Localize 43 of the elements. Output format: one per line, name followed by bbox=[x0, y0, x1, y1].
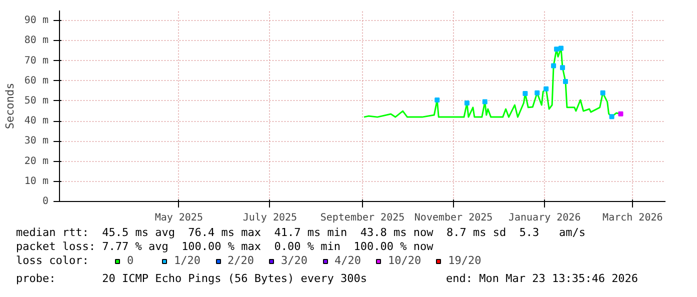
point bbox=[560, 65, 566, 70]
text: probe: 20 ICMP Echo Pings (56 Bytes) every 300s bbox=[16, 272, 367, 285]
point bbox=[522, 91, 528, 96]
legend-label: 2/20 bbox=[228, 254, 254, 267]
point bbox=[544, 86, 549, 92]
x-tick-label: November 2025 bbox=[414, 212, 493, 224]
legend-label: 3/20 bbox=[281, 254, 308, 267]
point bbox=[551, 63, 556, 68]
point bbox=[609, 114, 614, 120]
x-tick-label: January 2026 bbox=[508, 212, 581, 224]
y-tick-label: 0 bbox=[42, 196, 49, 207]
point bbox=[554, 46, 560, 52]
point bbox=[562, 78, 568, 84]
point bbox=[464, 100, 470, 106]
legend-label: 10/20 bbox=[388, 254, 422, 267]
y-axis-title: Seconds bbox=[3, 82, 16, 130]
legend-label: 4/20 bbox=[334, 254, 361, 267]
x-tick-label: September 2025 bbox=[320, 212, 405, 224]
y-tick-label: 80 m bbox=[24, 35, 49, 46]
point bbox=[618, 111, 624, 116]
y-tick-label: 20 m bbox=[24, 156, 49, 167]
text: median rtt: 45.5 ms avg 76.4 ms max 41.7 ms min 43.8 ms now 8.7 ms sd 5.3 am/s bbox=[16, 226, 586, 239]
legend-label: 1/20 bbox=[174, 254, 200, 267]
legend-label: 0 bbox=[127, 254, 135, 267]
point bbox=[600, 90, 606, 96]
point bbox=[434, 97, 440, 102]
y-tick-label: 30 m bbox=[24, 136, 49, 147]
text: end: Mon Mar 23 13:35:46 2026 bbox=[446, 272, 638, 285]
legend-title: loss color: bbox=[16, 254, 89, 267]
text: packet loss: 7.77 % avg 100.00 % max 0.00 % min 100.00 % now bbox=[16, 240, 434, 253]
point bbox=[558, 46, 564, 51]
y-tick-label: 10 m bbox=[24, 176, 49, 187]
y-tick-label: 90 m bbox=[24, 15, 49, 26]
x-tick-label: May 2025 bbox=[154, 212, 203, 224]
y-tick-label: 70 m bbox=[24, 55, 49, 66]
x-tick-label: July 2025 bbox=[242, 212, 298, 224]
legend-label: 19/20 bbox=[448, 254, 482, 267]
point bbox=[482, 99, 488, 104]
y-tick-label: 40 m bbox=[24, 116, 49, 127]
y-tick-label: 50 m bbox=[24, 95, 49, 106]
x-tick-label: March 2026 bbox=[602, 212, 663, 224]
point bbox=[534, 90, 540, 96]
y-tick-label: 60 m bbox=[24, 75, 49, 86]
